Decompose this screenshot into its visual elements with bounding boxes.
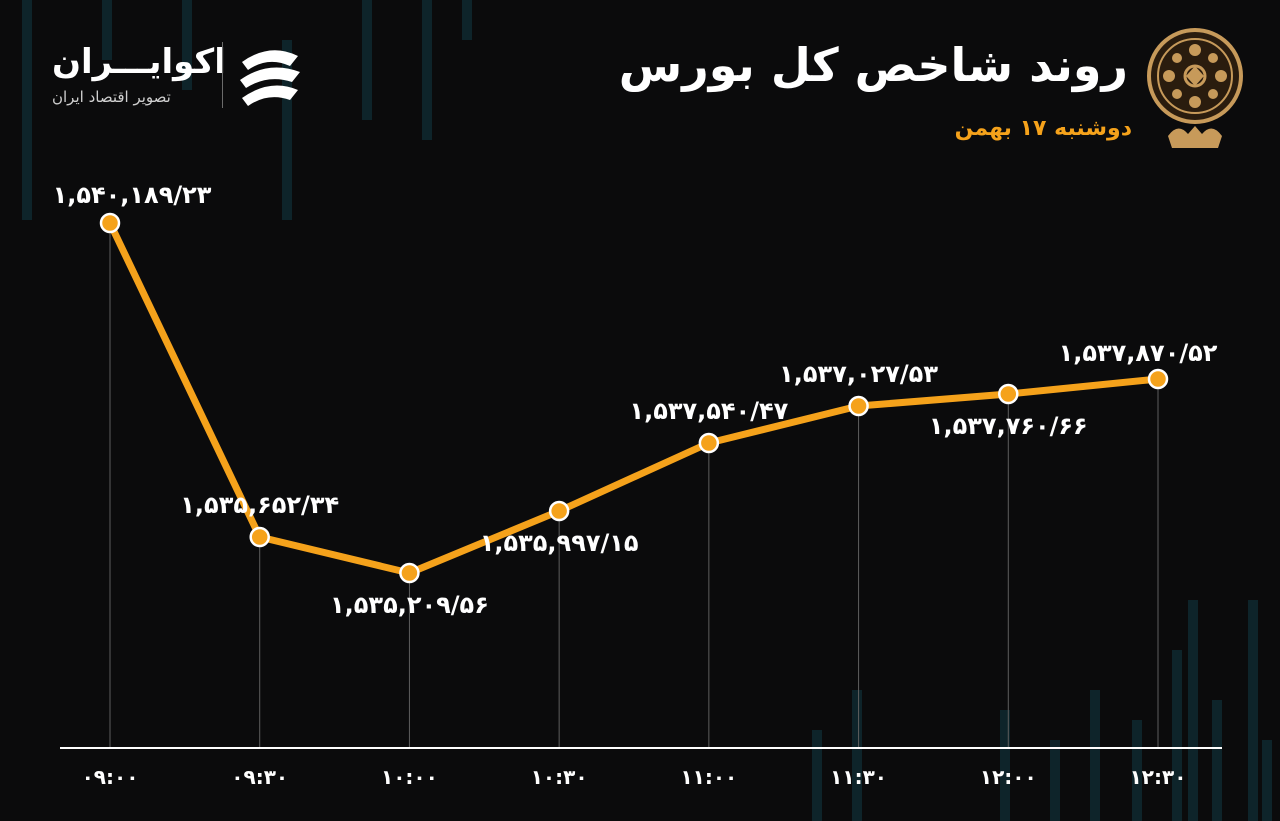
decor-bar	[852, 690, 862, 821]
background-decor-bars	[22, 0, 1272, 821]
decor-bar	[1212, 700, 1222, 821]
brand-name: اکوایـــران	[52, 42, 226, 82]
x-tick-label: ۱۱:۰۰	[680, 765, 737, 789]
decor-bar	[22, 0, 32, 220]
series-line	[106, 219, 1162, 577]
data-point	[399, 562, 420, 584]
data-point	[1147, 368, 1169, 390]
decor-bar	[182, 0, 192, 90]
data-label: ۱,۵۳۵,۲۰۹/۵۶	[330, 591, 489, 619]
decor-bar	[1132, 720, 1142, 821]
x-tick-label: ۱۱:۳۰	[830, 765, 887, 789]
decor-bar	[812, 730, 822, 821]
data-point	[998, 383, 1019, 405]
decor-bar	[462, 0, 472, 40]
decor-bar	[1172, 650, 1182, 821]
tehran-stock-exchange-seal-icon	[1147, 28, 1243, 148]
data-labels: ۱,۵۴۰,۱۸۹/۲۳ ۱,۵۳۵,۶۵۲/۳۴ ۱,۵۳۵,۲۰۹/۵۶ ۱,۵۳…	[53, 181, 1218, 619]
decor-bar	[1188, 600, 1198, 821]
data-label: ۱,۵۳۷,۵۴۰/۴۷	[629, 397, 788, 425]
decor-bar	[1262, 740, 1272, 821]
ekoiran-logo-icon	[240, 50, 300, 106]
data-label: ۱,۵۳۷,۸۷۰/۵۲	[1059, 339, 1218, 367]
x-tick-label: ۰۹:۰۰	[82, 765, 139, 789]
data-label: ۱,۵۳۷,۷۶۰/۶۶	[929, 412, 1088, 440]
decor-bar	[1050, 740, 1060, 821]
x-tick-label: ۰۹:۳۰	[231, 765, 288, 789]
date-subtitle: دوشنبه ۱۷ بهمن	[954, 116, 1132, 141]
decor-bar	[422, 0, 432, 140]
decor-bar	[1248, 600, 1258, 821]
page-title: روند شاخص کل بورس	[618, 38, 1128, 92]
data-point	[848, 395, 869, 417]
data-point	[99, 212, 121, 234]
data-point	[249, 526, 270, 548]
drop-lines	[109, 223, 1159, 748]
decor-bar	[102, 0, 112, 60]
x-tick-labels: ۰۹:۰۰ ۰۹:۳۰ ۱۰:۰۰ ۱۰:۳۰ ۱۱:۰۰ ۱۱:۳۰ ۱۲:۰۰ ۱۲:۳۰	[82, 765, 1187, 789]
x-tick-label: ۱۲:۰۰	[980, 765, 1037, 789]
data-points	[99, 212, 1169, 584]
x-tick-label: ۱۰:۰۰	[381, 765, 438, 789]
data-label: ۱,۵۴۰,۱۸۹/۲۳	[53, 181, 212, 209]
brand-tagline: تصویر اقتصاد ایران	[52, 88, 171, 106]
data-point	[548, 500, 570, 522]
x-tick-label: ۱۰:۳۰	[531, 765, 588, 789]
data-label: ۱,۵۳۵,۹۹۷/۱۵	[480, 529, 639, 557]
decor-bar	[362, 0, 372, 120]
x-tick-label: ۱۲:۳۰	[1130, 765, 1187, 789]
decor-bar	[1000, 710, 1010, 821]
decor-bar	[282, 40, 292, 220]
brand-divider	[222, 42, 223, 108]
decor-bar	[1090, 690, 1100, 821]
data-label: ۱,۵۳۵,۶۵۲/۳۴	[180, 491, 339, 519]
data-point	[698, 432, 720, 454]
data-label: ۱,۵۳۷,۰۲۷/۵۳	[779, 360, 938, 388]
